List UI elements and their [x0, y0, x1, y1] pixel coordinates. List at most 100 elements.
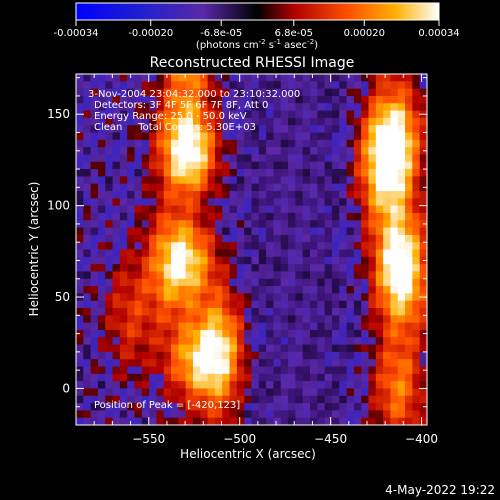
heatmap-cell [222, 300, 231, 309]
heatmap-cell [214, 344, 223, 353]
heatmap-cell [331, 176, 340, 185]
heatmap-cell [134, 381, 143, 390]
heatmap-cell [112, 88, 121, 97]
heatmap-cell [127, 329, 136, 338]
heatmap-cell [390, 351, 399, 360]
heatmap-cell [419, 212, 427, 221]
heatmap-cell [193, 403, 201, 411]
heatmap-cell [266, 344, 275, 353]
heatmap-cell [353, 176, 362, 185]
heatmap-cell [339, 117, 348, 126]
heatmap-cell [222, 417, 231, 425]
heatmap-cell [390, 125, 399, 134]
heatmap-cell [127, 95, 136, 104]
heatmap-cell [119, 161, 128, 170]
heatmap-cell [163, 417, 172, 425]
heatmap-cell [207, 395, 216, 404]
heatmap-cell [280, 227, 289, 236]
heatmap-cell [163, 403, 172, 411]
heatmap-cell [324, 227, 333, 236]
heatmap-cell [141, 198, 150, 207]
heatmap-cell [200, 410, 209, 419]
heatmap-cell [149, 278, 158, 287]
heatmap-cell [339, 308, 348, 316]
heatmap-cell [185, 234, 194, 243]
heatmap-cell [149, 329, 158, 338]
heatmap-cell [207, 256, 216, 265]
heatmap-cell [375, 103, 384, 112]
heatmap-cell [361, 322, 370, 331]
heatmap-cell [310, 74, 318, 82]
heatmap-cell [214, 381, 223, 390]
heatmap-cell [76, 234, 84, 243]
heatmap-cell [324, 293, 333, 302]
heatmap-cell [419, 417, 427, 425]
heatmap-cell [339, 315, 348, 324]
heatmap-cell [76, 227, 84, 236]
heatmap-cell [353, 359, 362, 368]
heatmap-cell [229, 256, 238, 265]
heatmap-cell [346, 410, 355, 419]
heatmap-cell [339, 220, 348, 229]
heatmap-cell [412, 161, 421, 170]
heatmap-cell [280, 337, 289, 346]
heatmap-cell [185, 410, 194, 419]
heatmap-cell [141, 322, 150, 331]
heatmap-cell [302, 337, 311, 346]
heatmap-cell [244, 88, 253, 97]
heatmap-cell [302, 117, 311, 126]
heatmap-cell [273, 147, 282, 156]
heatmap-cell [258, 88, 267, 97]
heatmap-cell [127, 176, 136, 185]
heatmap-cell [105, 154, 114, 163]
heatmap-cell [236, 183, 245, 192]
heatmap-cell [295, 125, 304, 134]
heatmap-cell [302, 74, 311, 82]
heatmap-cell [288, 293, 296, 302]
heatmap-cell [222, 293, 231, 302]
heatmap-cell [112, 278, 121, 287]
heatmap-cell [317, 264, 326, 273]
heatmap-cell [375, 117, 384, 126]
heatmap-cell [171, 205, 179, 214]
heatmap-cell [171, 249, 179, 258]
heatmap-cell [105, 308, 114, 316]
heatmap-cell [222, 337, 231, 346]
heatmap-cell [112, 212, 121, 221]
heatmap-cell [90, 359, 99, 368]
heatmap-cell [280, 395, 289, 404]
heatmap-cell [214, 183, 223, 192]
heatmap-cell [310, 395, 318, 404]
heatmap-cell [273, 286, 282, 294]
heatmap-cell [339, 234, 348, 243]
heatmap-cell [317, 351, 326, 360]
heatmap-cell [97, 256, 106, 265]
heatmap-cell [214, 264, 223, 273]
heatmap-cell [288, 278, 296, 287]
heatmap-cell [405, 410, 413, 419]
heatmap-cell [222, 388, 231, 397]
heatmap-cell [244, 176, 253, 185]
heatmap-cell [251, 81, 260, 90]
heatmap-cell [280, 132, 289, 141]
heatmap-cell [149, 286, 158, 294]
heatmap-cell [390, 88, 399, 97]
heatmap-cell [112, 169, 121, 177]
heatmap-cell [207, 351, 216, 360]
heatmap-cell [127, 286, 136, 294]
heatmap-cell [185, 125, 194, 134]
heatmap-cell [412, 410, 421, 419]
heatmap-cell [346, 95, 355, 104]
heatmap-cell [419, 95, 427, 104]
heatmap-cell [383, 161, 392, 170]
heatmap-cell [207, 403, 216, 411]
heatmap-cell [193, 198, 201, 207]
heatmap-cell [112, 249, 121, 258]
y-tick-label: 50 [55, 290, 70, 304]
heatmap-cell [295, 147, 304, 156]
heatmap-cell [361, 234, 370, 243]
heatmap-cell [178, 169, 187, 177]
heatmap-cell [368, 373, 377, 382]
heatmap-cell [302, 169, 311, 177]
heatmap-cell [310, 300, 318, 309]
